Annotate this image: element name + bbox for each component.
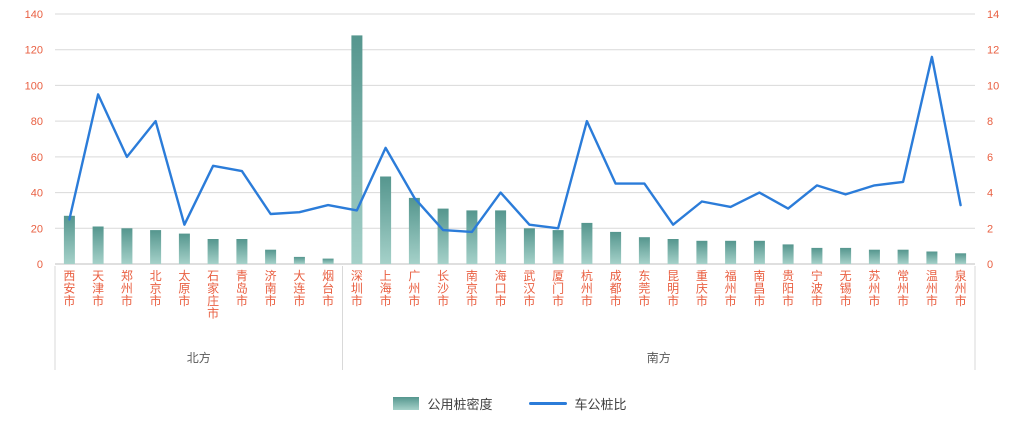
category-label-郑州市: 郑州市 xyxy=(121,268,133,308)
category-label-贵阳市: 贵阳市 xyxy=(782,269,794,308)
bar-贵阳市 xyxy=(782,244,794,264)
bar-上海市 xyxy=(380,176,392,264)
chart-canvas: 0 20 40 60 80 100 120 140 0 2 4 6 8 10 12 14 西安市 天津市 郑州市 北京… xyxy=(25,9,999,370)
bar-福州市 xyxy=(725,240,737,264)
category-label-广州市: 广州市 xyxy=(408,269,420,308)
bar-青岛市 xyxy=(236,239,248,264)
bar-昆明市 xyxy=(667,239,679,264)
category-label-泉州市: 泉州市 xyxy=(955,269,967,308)
category-label-长沙市: 长沙市 xyxy=(437,269,449,308)
bar-太原市 xyxy=(178,233,190,264)
bar-广州市 xyxy=(408,197,420,264)
category-label-西安市: 西安市 xyxy=(63,269,75,308)
legend-item-bar-series: 公用桩密度 xyxy=(393,394,493,413)
left-axis-tick-label: 60 xyxy=(31,152,43,164)
category-label-太原市: 太原市 xyxy=(178,268,190,308)
category-label-南京市: 南京市 xyxy=(466,268,478,308)
line-series xyxy=(68,55,962,234)
bar-南昌市 xyxy=(753,240,765,264)
left-axis-tick-label: 140 xyxy=(25,9,43,21)
bar-郑州市 xyxy=(121,228,133,264)
category-label-海口市: 海口市 xyxy=(495,268,507,308)
bar-济南市 xyxy=(265,249,277,264)
category-label-常州市: 常州市 xyxy=(897,269,909,308)
right-axis-tick-label: 4 xyxy=(987,188,993,200)
category-label-宁波市: 宁波市 xyxy=(811,268,823,308)
bar-深圳市 xyxy=(351,35,363,265)
bar-石家庄市 xyxy=(207,239,219,264)
category-label-济南市: 济南市 xyxy=(265,268,277,308)
bar-南京市 xyxy=(466,210,478,264)
category-label-成都市: 成都市 xyxy=(610,269,622,308)
category-label-温州市: 温州市 xyxy=(926,269,938,308)
category-label-杭州市: 杭州市 xyxy=(581,268,593,308)
group-label-北方: 北方 xyxy=(187,350,211,365)
category-label-青岛市: 青岛市 xyxy=(236,269,248,308)
bar-长沙市 xyxy=(437,208,449,264)
bar-series-swatch-icon xyxy=(393,397,420,410)
category-label-武汉市: 武汉市 xyxy=(523,269,535,308)
bar-东莞市 xyxy=(638,237,650,264)
legend: 公用桩密度 车公桩比 xyxy=(0,394,1020,413)
category-label-南昌市: 南昌市 xyxy=(753,268,765,308)
right-axis-tick-label: 6 xyxy=(987,152,993,164)
bar-无锡市 xyxy=(840,247,852,264)
bar-重庆市 xyxy=(696,240,708,264)
category-label-福州市: 福州市 xyxy=(725,268,737,308)
bar-泉州市 xyxy=(955,253,967,264)
right-axis-tick-label: 0 xyxy=(987,259,993,271)
bar-西安市 xyxy=(63,215,75,264)
bar-温州市 xyxy=(926,251,938,264)
legend-label-bar-series: 公用桩密度 xyxy=(427,397,493,412)
category-label-深圳市: 深圳市 xyxy=(351,269,363,308)
category-label-大连市: 大连市 xyxy=(293,269,305,308)
bar-厦门市 xyxy=(552,230,564,264)
category-label-天津市: 天津市 xyxy=(92,269,104,308)
category-label-上海市: 上海市 xyxy=(380,269,392,308)
legend-label-line-series: 车公桩比 xyxy=(574,397,627,412)
right-axis-tick-label: 14 xyxy=(987,9,999,21)
group-label-南方: 南方 xyxy=(647,350,671,365)
bar-常州市 xyxy=(897,249,909,264)
bar-武汉市 xyxy=(523,228,535,264)
left-axis-tick-label: 120 xyxy=(25,45,43,57)
category-label-石家庄市: 石家庄市 xyxy=(207,269,219,321)
left-axis-tick-label: 0 xyxy=(37,259,43,271)
category-label-重庆市: 重庆市 xyxy=(696,269,708,308)
bar-宁波市 xyxy=(811,247,823,264)
bar-大连市 xyxy=(293,256,305,264)
bar-海口市 xyxy=(495,210,507,264)
bar-杭州市 xyxy=(581,222,593,264)
left-axis-tick-label: 100 xyxy=(25,80,43,92)
legend-item-line-series: 车公桩比 xyxy=(528,394,627,413)
category-label-昆明市: 昆明市 xyxy=(667,269,679,308)
bar-烟台市 xyxy=(322,258,334,264)
category-label-无锡市: 无锡市 xyxy=(840,269,852,308)
left-axis-tick-label: 20 xyxy=(31,223,43,235)
category-label-北京市: 北京市 xyxy=(150,269,162,308)
right-axis-tick-label: 12 xyxy=(987,45,999,57)
bar-成都市 xyxy=(610,231,622,264)
bar-苏州市 xyxy=(868,249,880,264)
bar-北京市 xyxy=(150,230,162,264)
right-axis-tick-label: 10 xyxy=(987,80,999,92)
bar-天津市 xyxy=(92,226,104,264)
right-axis-tick-label: 8 xyxy=(987,116,993,128)
category-label-苏州市: 苏州市 xyxy=(868,269,880,308)
category-label-烟台市: 烟台市 xyxy=(322,269,334,308)
right-axis-tick-label: 2 xyxy=(987,223,993,235)
left-axis-tick-label: 40 xyxy=(31,188,43,200)
category-label-厦门市: 厦门市 xyxy=(552,269,564,308)
line-series-swatch-icon xyxy=(528,402,567,405)
category-label-东莞市: 东莞市 xyxy=(638,269,650,308)
left-axis-tick-label: 80 xyxy=(31,116,43,128)
